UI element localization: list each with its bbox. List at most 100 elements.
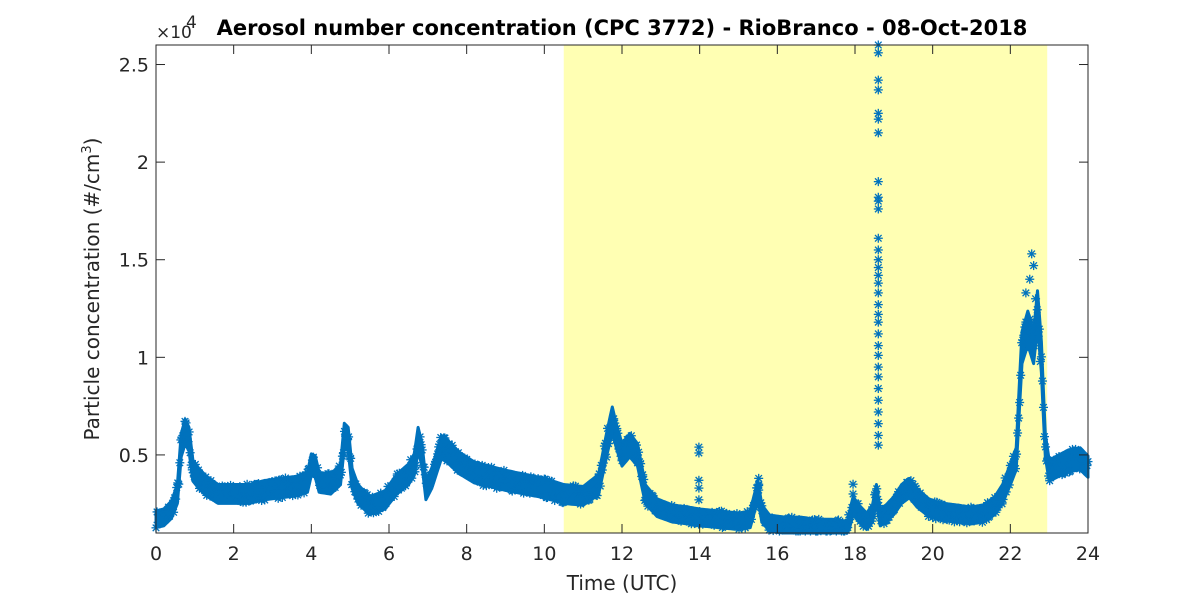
data-point <box>171 494 181 504</box>
data-point <box>634 447 644 457</box>
data-point <box>998 494 1008 504</box>
x-tick-label: 12 <box>610 543 634 565</box>
data-point <box>1030 317 1040 327</box>
x-tick-label: 22 <box>998 543 1022 565</box>
spike-point <box>873 85 883 95</box>
data-point <box>643 501 653 511</box>
data-point <box>440 433 450 443</box>
data-point <box>292 481 302 491</box>
spike-point <box>873 278 883 288</box>
x-tick-label: 10 <box>532 543 556 565</box>
spike-point <box>848 489 858 499</box>
data-point <box>1011 464 1021 474</box>
data-point <box>868 502 878 512</box>
data-point <box>734 524 744 534</box>
spike-point <box>873 288 883 298</box>
spike-point <box>873 204 883 214</box>
data-point <box>1054 452 1064 462</box>
data-point <box>247 486 257 496</box>
data-point <box>931 514 941 524</box>
x-axis-label: Time (UTC) <box>566 571 678 595</box>
data-point <box>1037 376 1047 386</box>
data-point <box>977 517 987 527</box>
data-point <box>985 511 995 521</box>
data-point <box>1036 352 1046 362</box>
data-point <box>174 479 184 489</box>
data-point <box>175 458 185 468</box>
data-point <box>336 467 346 477</box>
data-point <box>420 470 430 480</box>
x-tick-label: 8 <box>461 543 473 565</box>
data-point <box>169 507 179 517</box>
data-point <box>255 481 265 491</box>
y-tick-label: 2 <box>137 152 149 174</box>
data-point <box>1014 413 1024 423</box>
spike-point <box>873 48 883 58</box>
data-point <box>184 427 194 437</box>
data-point <box>1065 466 1075 476</box>
spike-point <box>873 372 883 382</box>
data-point <box>843 523 853 533</box>
data-point <box>601 452 611 462</box>
y-tick-label: 1.5 <box>119 250 149 272</box>
spike-point <box>873 75 883 85</box>
spike-point <box>873 177 883 187</box>
spike-point <box>873 255 883 265</box>
daylight-shading-layer <box>563 45 1048 533</box>
y-axis-label: Particle concentration (#/cm3) <box>80 138 104 441</box>
data-point <box>1012 449 1022 459</box>
data-point <box>330 482 340 492</box>
spike-point <box>873 341 883 351</box>
data-point <box>226 480 236 490</box>
data-point <box>853 499 863 509</box>
data-point <box>206 476 216 486</box>
spike-point <box>873 309 883 319</box>
spike-point <box>848 479 858 489</box>
y-axis-label-sup: 3 <box>80 145 95 153</box>
data-point <box>299 488 309 498</box>
data-point <box>1041 442 1051 452</box>
data-point <box>597 465 607 475</box>
data-point <box>757 501 767 511</box>
data-point <box>375 495 385 505</box>
data-point <box>351 479 361 489</box>
data-point <box>1032 305 1042 315</box>
data-point <box>237 483 247 493</box>
data-point <box>873 494 883 504</box>
data-point <box>429 466 439 476</box>
data-point <box>1001 487 1011 497</box>
data-point <box>181 418 191 428</box>
data-point <box>1038 402 1048 412</box>
data-point <box>872 484 882 494</box>
spike-point <box>873 263 883 273</box>
data-point <box>604 439 614 449</box>
data-point <box>367 492 377 502</box>
data-point <box>248 495 258 505</box>
data-point <box>356 500 366 510</box>
spike-point <box>694 483 704 493</box>
data-point <box>547 476 557 486</box>
data-point <box>958 507 968 517</box>
spike-point <box>1027 249 1037 259</box>
data-point <box>559 497 569 507</box>
data-point <box>344 432 354 442</box>
data-point <box>1029 341 1039 351</box>
data-point <box>1016 370 1026 380</box>
data-point <box>1015 397 1025 407</box>
data-point <box>613 428 623 438</box>
spike-point <box>754 485 764 495</box>
x-tick-label: 24 <box>1076 543 1100 565</box>
data-point <box>701 518 711 528</box>
data-point <box>631 440 641 450</box>
daylight-shading <box>563 45 1048 533</box>
spike-point <box>873 440 883 450</box>
spike-point <box>873 270 883 280</box>
data-point <box>592 491 602 501</box>
data-point <box>1040 432 1050 442</box>
x-tick-label: 18 <box>843 543 867 565</box>
data-point <box>695 507 705 517</box>
data-point <box>338 448 348 458</box>
data-point <box>417 445 427 455</box>
data-point <box>410 467 420 477</box>
